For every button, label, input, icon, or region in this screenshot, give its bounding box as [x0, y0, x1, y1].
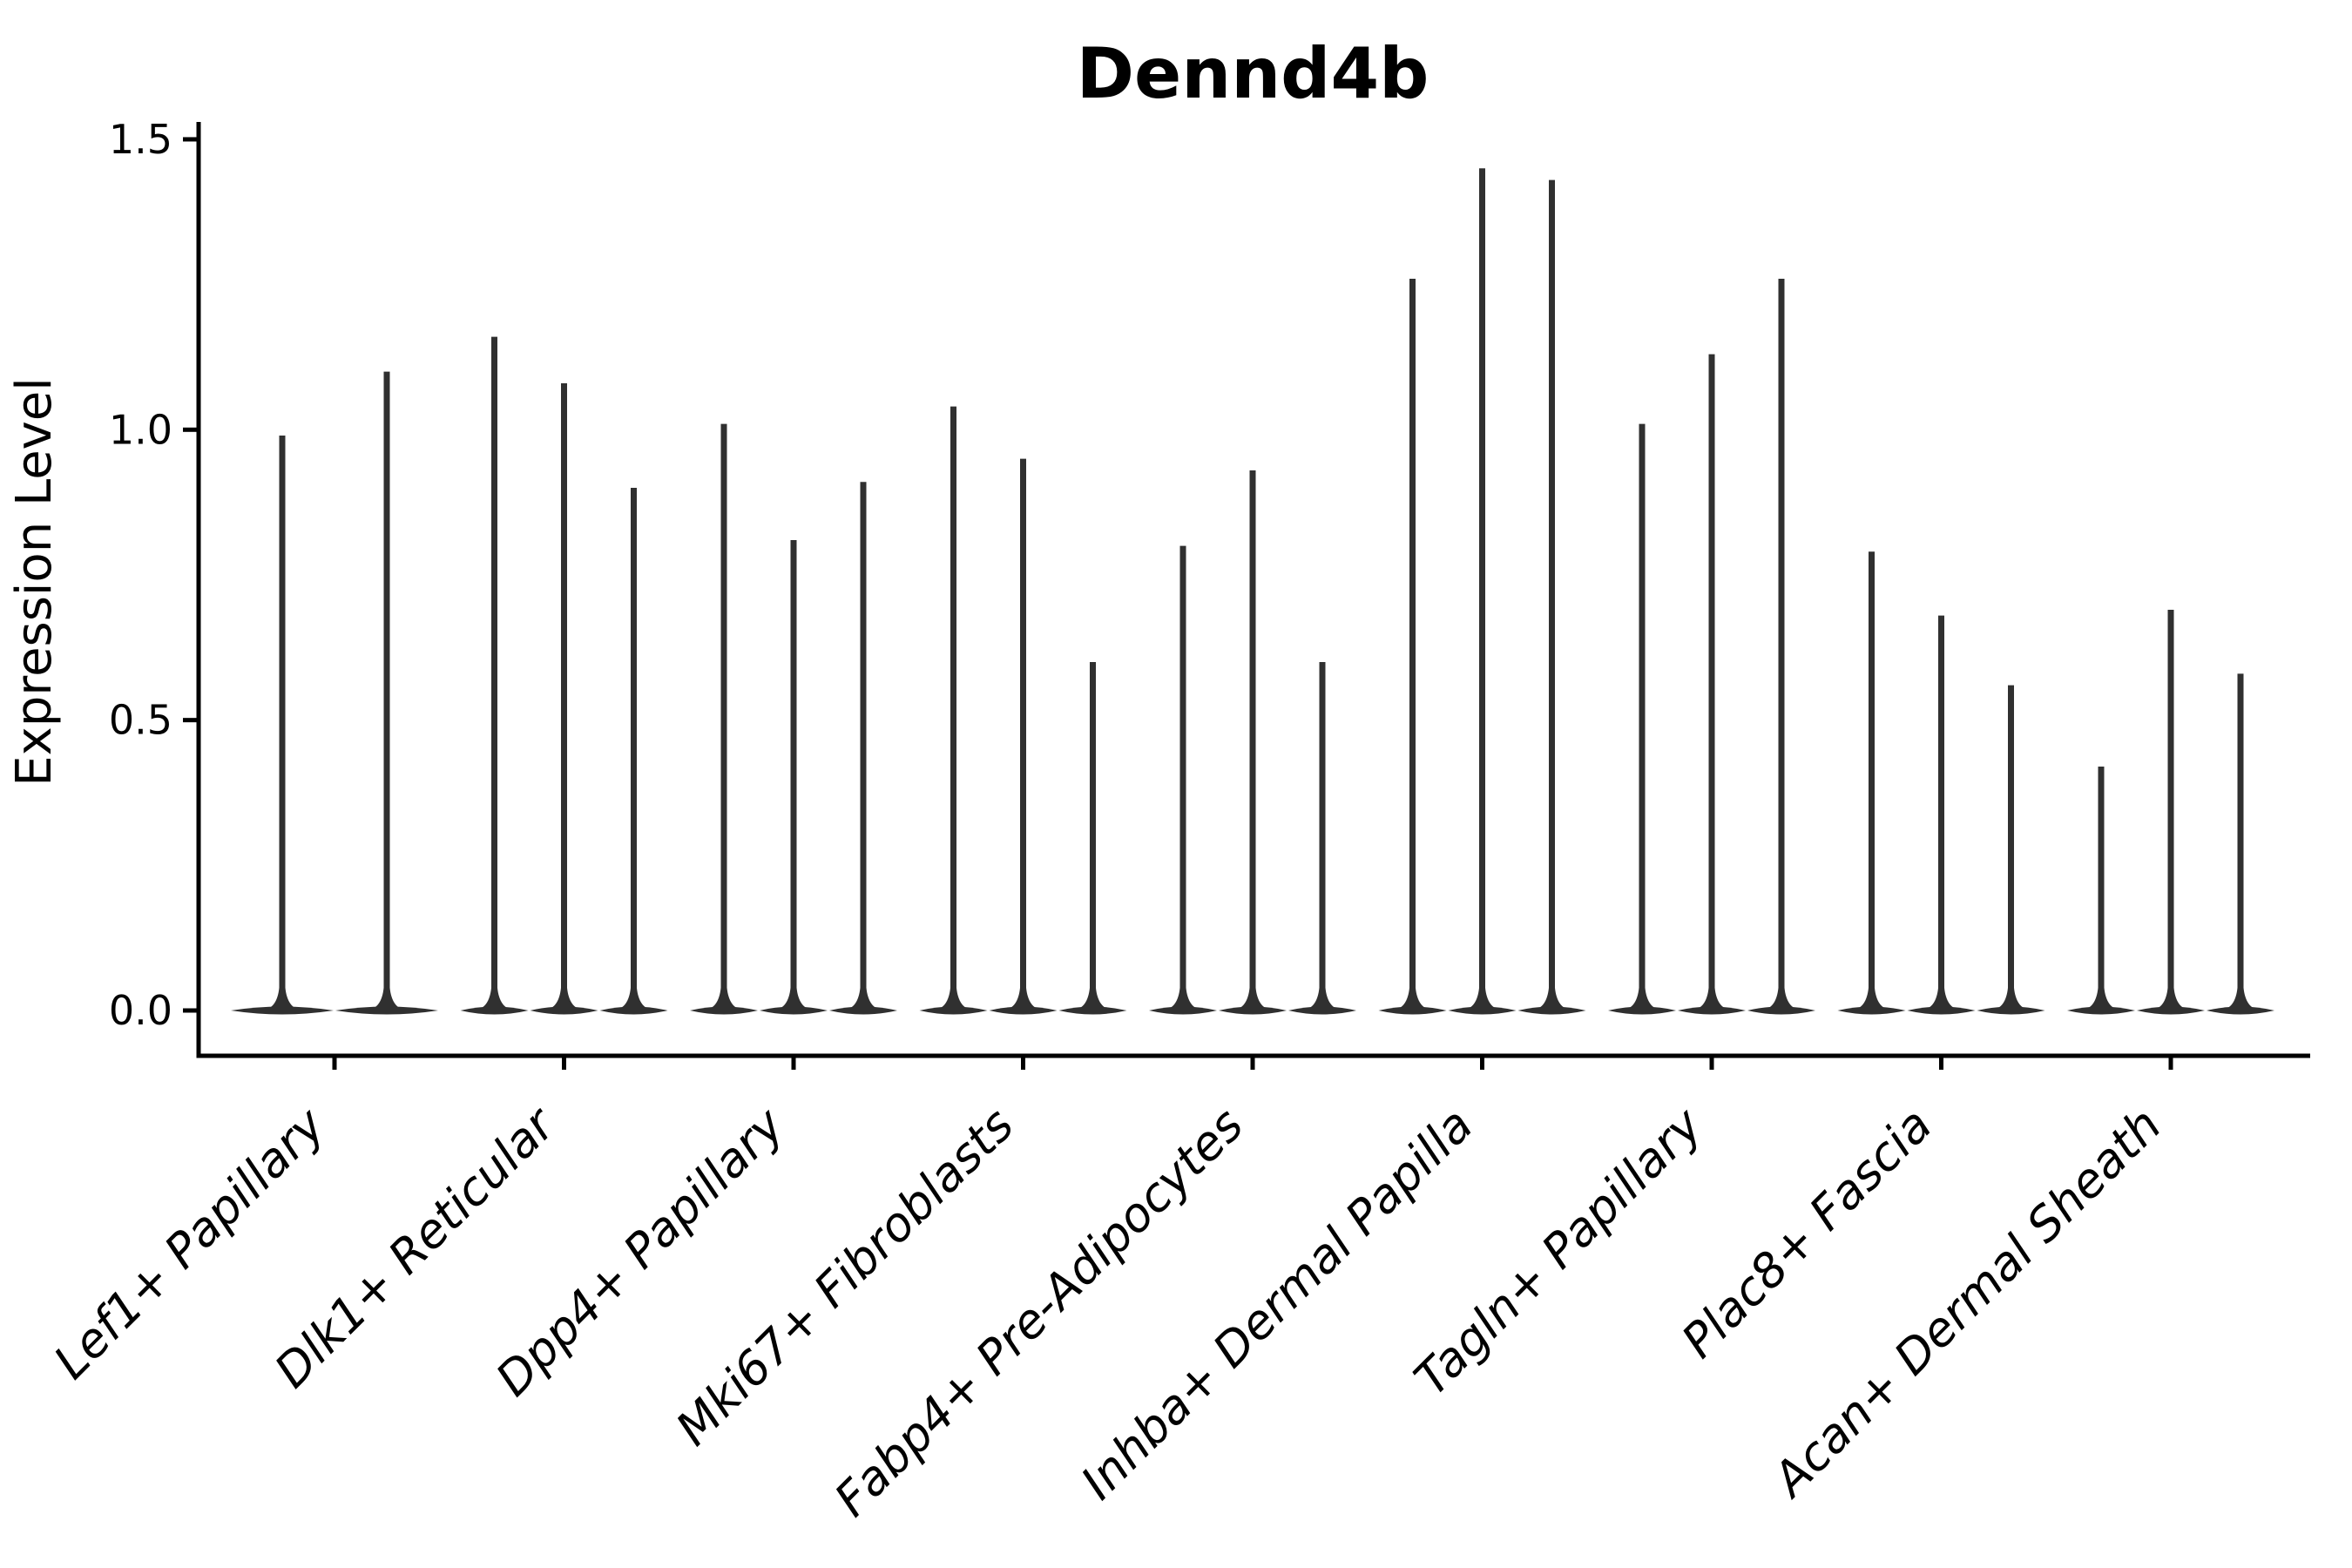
violin-spike: [1237, 470, 1268, 1010]
violin: [530, 382, 598, 1015]
violin-spike: [2085, 766, 2117, 1010]
violin: [2067, 766, 2135, 1015]
violin: [460, 336, 529, 1015]
violin-base: [1977, 1006, 2045, 1015]
violin: [760, 539, 828, 1015]
violin: [1608, 423, 1676, 1015]
violin: [690, 423, 758, 1015]
chart-title: Dennd4b: [1077, 33, 1429, 114]
violin-base: [1837, 1006, 1906, 1015]
violin-base: [1378, 1006, 1447, 1015]
violin-base: [1678, 1006, 1746, 1015]
violin: [1058, 661, 1127, 1015]
violin: [1977, 685, 2045, 1015]
violin: [1149, 545, 1217, 1015]
x-tick-label: Inhba+ Dermal Papilla: [1071, 1098, 1484, 1511]
violin-base: [1907, 1006, 1976, 1015]
violin-base: [1517, 1006, 1586, 1015]
violin-spike: [1855, 551, 1888, 1010]
violin-spike: [1167, 545, 1199, 1010]
violin-base: [829, 1006, 897, 1015]
violin-spike: [2155, 609, 2186, 1010]
y-tick-label: 1.0: [109, 406, 172, 453]
violin-spike: [1696, 354, 1727, 1010]
violin-spike: [2225, 673, 2256, 1010]
violin-base: [919, 1006, 988, 1015]
violin-spike: [618, 487, 650, 1010]
violin-base: [335, 1006, 438, 1015]
violin-base: [760, 1006, 828, 1015]
violin-base: [1448, 1006, 1517, 1015]
violin-spike: [937, 406, 970, 1010]
violin-base: [460, 1006, 529, 1015]
violin-spike: [548, 382, 580, 1010]
violin: [1678, 354, 1746, 1015]
x-tick-label: Acan+ Dermal Sheath: [1761, 1098, 2172, 1509]
violin-spike: [848, 482, 879, 1010]
violin-spike: [1466, 168, 1498, 1010]
violin-base: [1608, 1006, 1676, 1015]
violin-spike: [1626, 423, 1658, 1010]
violin: [1747, 278, 1815, 1015]
violin-spike: [1077, 661, 1109, 1010]
violin-spike: [1007, 458, 1039, 1010]
violin: [231, 435, 334, 1015]
violin-base: [989, 1006, 1058, 1015]
violin: [2137, 609, 2205, 1015]
violin-base: [1219, 1006, 1287, 1015]
violin-base: [690, 1006, 758, 1015]
y-axis-label: Expression Level: [6, 377, 63, 787]
violin-spike: [1536, 179, 1568, 1010]
violin-base: [530, 1006, 598, 1015]
violin-base: [1288, 1006, 1356, 1015]
violin: [989, 458, 1058, 1015]
y-axis: 0.0 0.5 1.0 1.5: [109, 116, 197, 1034]
violin-base: [2067, 1006, 2135, 1015]
violin-spike: [778, 539, 809, 1010]
violin-spike: [1396, 278, 1429, 1010]
violins: [231, 168, 2274, 1015]
violin: [1837, 551, 1906, 1015]
violin-base: [2207, 1006, 2274, 1015]
violin: [1448, 168, 1517, 1015]
violin: [829, 482, 897, 1015]
violin: [1517, 179, 1586, 1015]
y-tick-label: 1.5: [109, 116, 172, 163]
violin-spike: [267, 435, 298, 1010]
violin-spike: [478, 336, 510, 1010]
violin: [1219, 470, 1287, 1015]
violin: [1288, 661, 1356, 1015]
violin-spike: [1925, 615, 1957, 1010]
violin: [335, 371, 438, 1015]
violin-base: [599, 1006, 668, 1015]
violin: [1378, 278, 1447, 1015]
violin: [919, 406, 988, 1015]
violin-base: [1149, 1006, 1217, 1015]
violin-spike: [371, 371, 402, 1010]
violin: [1907, 615, 1976, 1015]
violin: [2207, 673, 2274, 1015]
y-tick-label: 0.0: [109, 987, 172, 1034]
violin-spike: [1995, 685, 2027, 1010]
violin-spike: [1307, 661, 1338, 1010]
violin-base: [1747, 1006, 1815, 1015]
violin-base: [1058, 1006, 1127, 1015]
x-tick-label: Fabp4+ Pre-Adipocytes: [824, 1098, 1254, 1527]
y-tick-label: 0.5: [109, 697, 172, 744]
violin-spike: [1766, 278, 1797, 1010]
violin-base: [231, 1006, 334, 1015]
violin-base: [2137, 1006, 2205, 1015]
violin: [599, 487, 668, 1015]
violin-spike: [708, 423, 740, 1010]
